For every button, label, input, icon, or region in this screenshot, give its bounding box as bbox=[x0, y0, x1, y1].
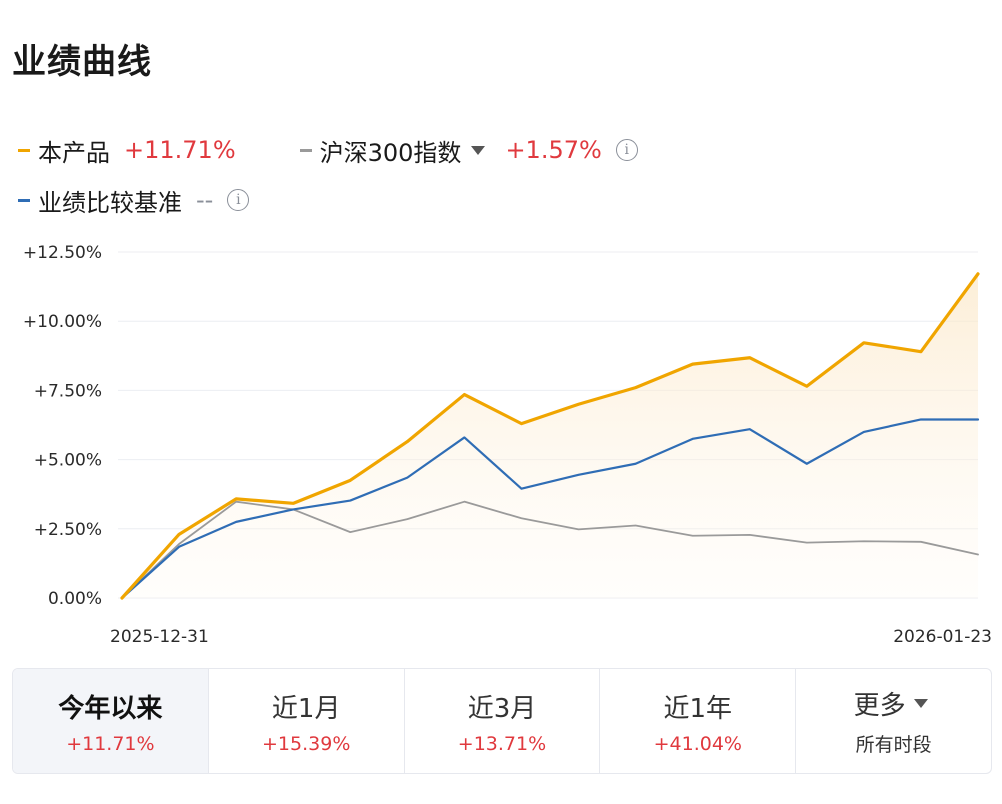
y-tick-label: 0.00% bbox=[48, 589, 102, 609]
product-legend-value: +11.71% bbox=[124, 136, 236, 164]
tab-more[interactable]: 更多 所有时段 bbox=[795, 669, 991, 773]
tab-label: 近3月 bbox=[467, 693, 537, 724]
performance-chart: +12.50% +10.00% +7.50% +5.00% +2.50% 0.00% 202… bbox=[23, 243, 992, 647]
benchmark-series-line bbox=[120, 418, 980, 600]
y-tick-label: +5.00% bbox=[34, 451, 102, 471]
legend-row-2: 业绩比较基准 -- i bbox=[18, 180, 250, 220]
y-tick-label: +10.00% bbox=[23, 312, 102, 332]
caret-down-icon bbox=[471, 145, 486, 155]
x-tick-label: 2025-12-31 bbox=[110, 627, 209, 647]
tab-label: 更多 bbox=[853, 691, 906, 721]
tab-return: +11.71% bbox=[66, 732, 155, 755]
index-selector[interactable]: 沪深300指数 bbox=[320, 133, 492, 168]
legend-row-1: 本产品 +11.71% 沪深300指数 +1.57% i bbox=[18, 130, 638, 170]
tab-3-months[interactable]: 近3月 +13.71% bbox=[403, 669, 600, 773]
index-legend-value: +1.57% bbox=[505, 136, 602, 164]
period-tabs: 今年以来 +11.71% 近1月 +15.39% 近3月 +13.71% 近1年… bbox=[12, 668, 992, 774]
product-legend-label: 本产品 bbox=[38, 138, 110, 167]
y-tick-label: +2.50% bbox=[34, 520, 102, 540]
caret-down-icon bbox=[913, 699, 928, 708]
index-legend-swatch bbox=[299, 148, 312, 152]
y-tick-label: +12.50% bbox=[23, 243, 102, 263]
product-series-line bbox=[120, 272, 980, 600]
benchmark-legend-label: 业绩比较基准 bbox=[38, 188, 182, 217]
tab-return: +41.04% bbox=[653, 732, 742, 755]
product-area-fill bbox=[122, 273, 978, 598]
benchmark-legend-value: -- bbox=[196, 186, 214, 214]
x-tick-label: 2026-01-23 bbox=[893, 627, 992, 647]
product-legend-swatch bbox=[18, 148, 30, 152]
index-legend-label: 沪深300指数 bbox=[319, 138, 462, 167]
more-header: 更多 bbox=[854, 685, 934, 722]
info-icon[interactable]: i bbox=[227, 189, 250, 211]
tab-return: +15.39% bbox=[262, 732, 351, 755]
tab-label: 今年以来 bbox=[58, 693, 163, 724]
page-title: 业绩曲线 bbox=[12, 42, 152, 82]
tab-subtitle: 所有时段 bbox=[855, 734, 932, 756]
tab-ytd[interactable]: 今年以来 +11.71% bbox=[13, 669, 208, 773]
info-icon[interactable]: i bbox=[615, 139, 638, 161]
y-tick-label: +7.50% bbox=[34, 381, 102, 401]
tab-label: 近1年 bbox=[663, 693, 733, 724]
tab-1-month[interactable]: 近1月 +15.39% bbox=[207, 669, 404, 773]
tab-label: 近1月 bbox=[271, 693, 341, 724]
tab-return: +13.71% bbox=[457, 732, 547, 755]
tab-1-year[interactable]: 近1年 +41.04% bbox=[599, 669, 795, 773]
index-series-line bbox=[121, 500, 979, 599]
benchmark-legend-swatch bbox=[18, 198, 30, 202]
